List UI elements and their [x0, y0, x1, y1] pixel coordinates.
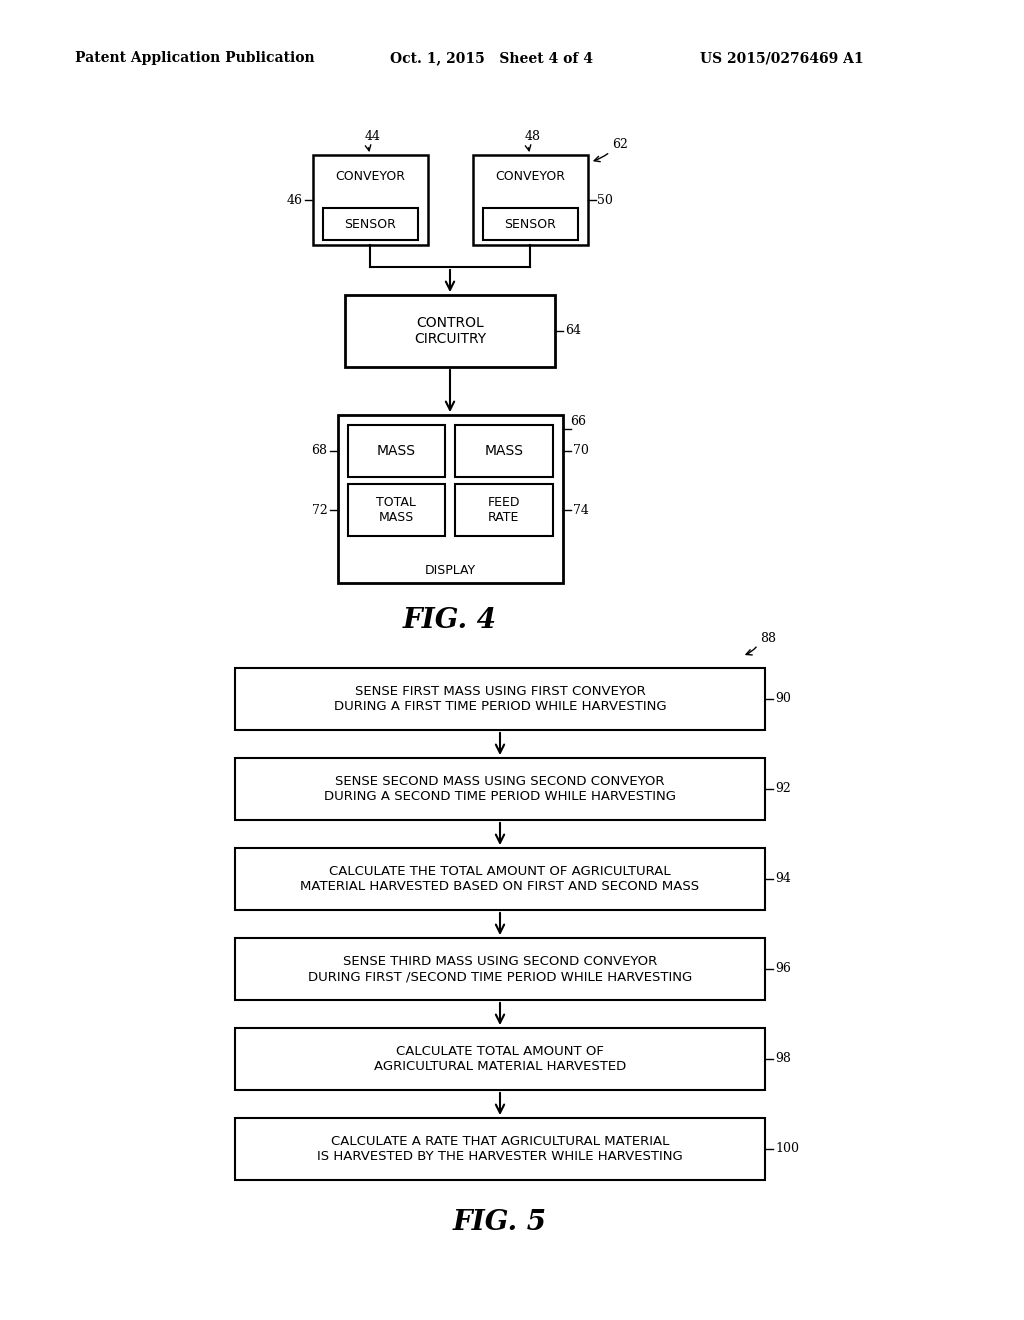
Text: DISPLAY: DISPLAY	[424, 565, 475, 578]
Bar	[323, 209, 418, 240]
Bar	[234, 939, 765, 1001]
Text: SENSE THIRD MASS USING SECOND CONVEYOR
DURING FIRST /SECOND TIME PERIOD WHILE HA: SENSE THIRD MASS USING SECOND CONVEYOR D…	[308, 954, 692, 983]
Text: 68: 68	[311, 445, 328, 458]
Text: 74: 74	[572, 503, 589, 516]
Text: 94: 94	[775, 873, 791, 886]
Text: 92: 92	[775, 783, 791, 796]
Text: 72: 72	[311, 503, 328, 516]
Text: 90: 90	[775, 693, 791, 705]
Bar	[234, 847, 765, 909]
Bar	[347, 425, 445, 477]
Text: 48: 48	[525, 131, 541, 144]
Text: 46: 46	[287, 194, 302, 206]
Text: Oct. 1, 2015   Sheet 4 of 4: Oct. 1, 2015 Sheet 4 of 4	[390, 51, 593, 65]
Text: FEED
RATE: FEED RATE	[487, 496, 520, 524]
Bar	[338, 414, 562, 583]
Bar	[234, 1118, 765, 1180]
Text: 62: 62	[612, 139, 628, 150]
Bar	[234, 758, 765, 820]
Bar	[234, 668, 765, 730]
Text: CALCULATE TOTAL AMOUNT OF
AGRICULTURAL MATERIAL HARVESTED: CALCULATE TOTAL AMOUNT OF AGRICULTURAL M…	[374, 1045, 626, 1073]
Text: MASS: MASS	[484, 444, 523, 458]
Text: TOTAL
MASS: TOTAL MASS	[376, 496, 416, 524]
Text: SENSE FIRST MASS USING FIRST CONVEYOR
DURING A FIRST TIME PERIOD WHILE HARVESTIN: SENSE FIRST MASS USING FIRST CONVEYOR DU…	[334, 685, 667, 713]
Bar	[482, 209, 578, 240]
Text: 44: 44	[365, 131, 381, 144]
Text: 98: 98	[775, 1052, 791, 1065]
Text: 50: 50	[597, 194, 613, 206]
Text: 66: 66	[570, 414, 587, 428]
Text: 88: 88	[760, 632, 776, 645]
Text: 64: 64	[565, 325, 581, 338]
Text: FIG. 4: FIG. 4	[403, 607, 497, 635]
Text: FIG. 5: FIG. 5	[453, 1209, 547, 1236]
Text: US 2015/0276469 A1: US 2015/0276469 A1	[700, 51, 863, 65]
Text: 96: 96	[775, 962, 791, 975]
Text: CONVEYOR: CONVEYOR	[335, 170, 406, 183]
Text: MASS: MASS	[377, 444, 416, 458]
Bar	[455, 484, 553, 536]
Bar	[347, 484, 445, 536]
Text: SENSOR: SENSOR	[344, 218, 396, 231]
Bar	[472, 154, 588, 246]
Text: CALCULATE A RATE THAT AGRICULTURAL MATERIAL
IS HARVESTED BY THE HARVESTER WHILE : CALCULATE A RATE THAT AGRICULTURAL MATER…	[317, 1135, 683, 1163]
Text: 70: 70	[572, 445, 589, 458]
Bar	[234, 1028, 765, 1090]
Bar	[455, 425, 553, 477]
Text: CONVEYOR: CONVEYOR	[495, 170, 565, 183]
Text: SENSE SECOND MASS USING SECOND CONVEYOR
DURING A SECOND TIME PERIOD WHILE HARVES: SENSE SECOND MASS USING SECOND CONVEYOR …	[324, 775, 676, 803]
Text: CALCULATE THE TOTAL AMOUNT OF AGRICULTURAL
MATERIAL HARVESTED BASED ON FIRST AND: CALCULATE THE TOTAL AMOUNT OF AGRICULTUR…	[300, 865, 699, 894]
Text: 100: 100	[775, 1143, 799, 1155]
Text: Patent Application Publication: Patent Application Publication	[75, 51, 314, 65]
Bar	[345, 294, 555, 367]
Text: CONTROL
CIRCUITRY: CONTROL CIRCUITRY	[414, 315, 486, 346]
Bar	[312, 154, 427, 246]
Text: SENSOR: SENSOR	[504, 218, 556, 231]
